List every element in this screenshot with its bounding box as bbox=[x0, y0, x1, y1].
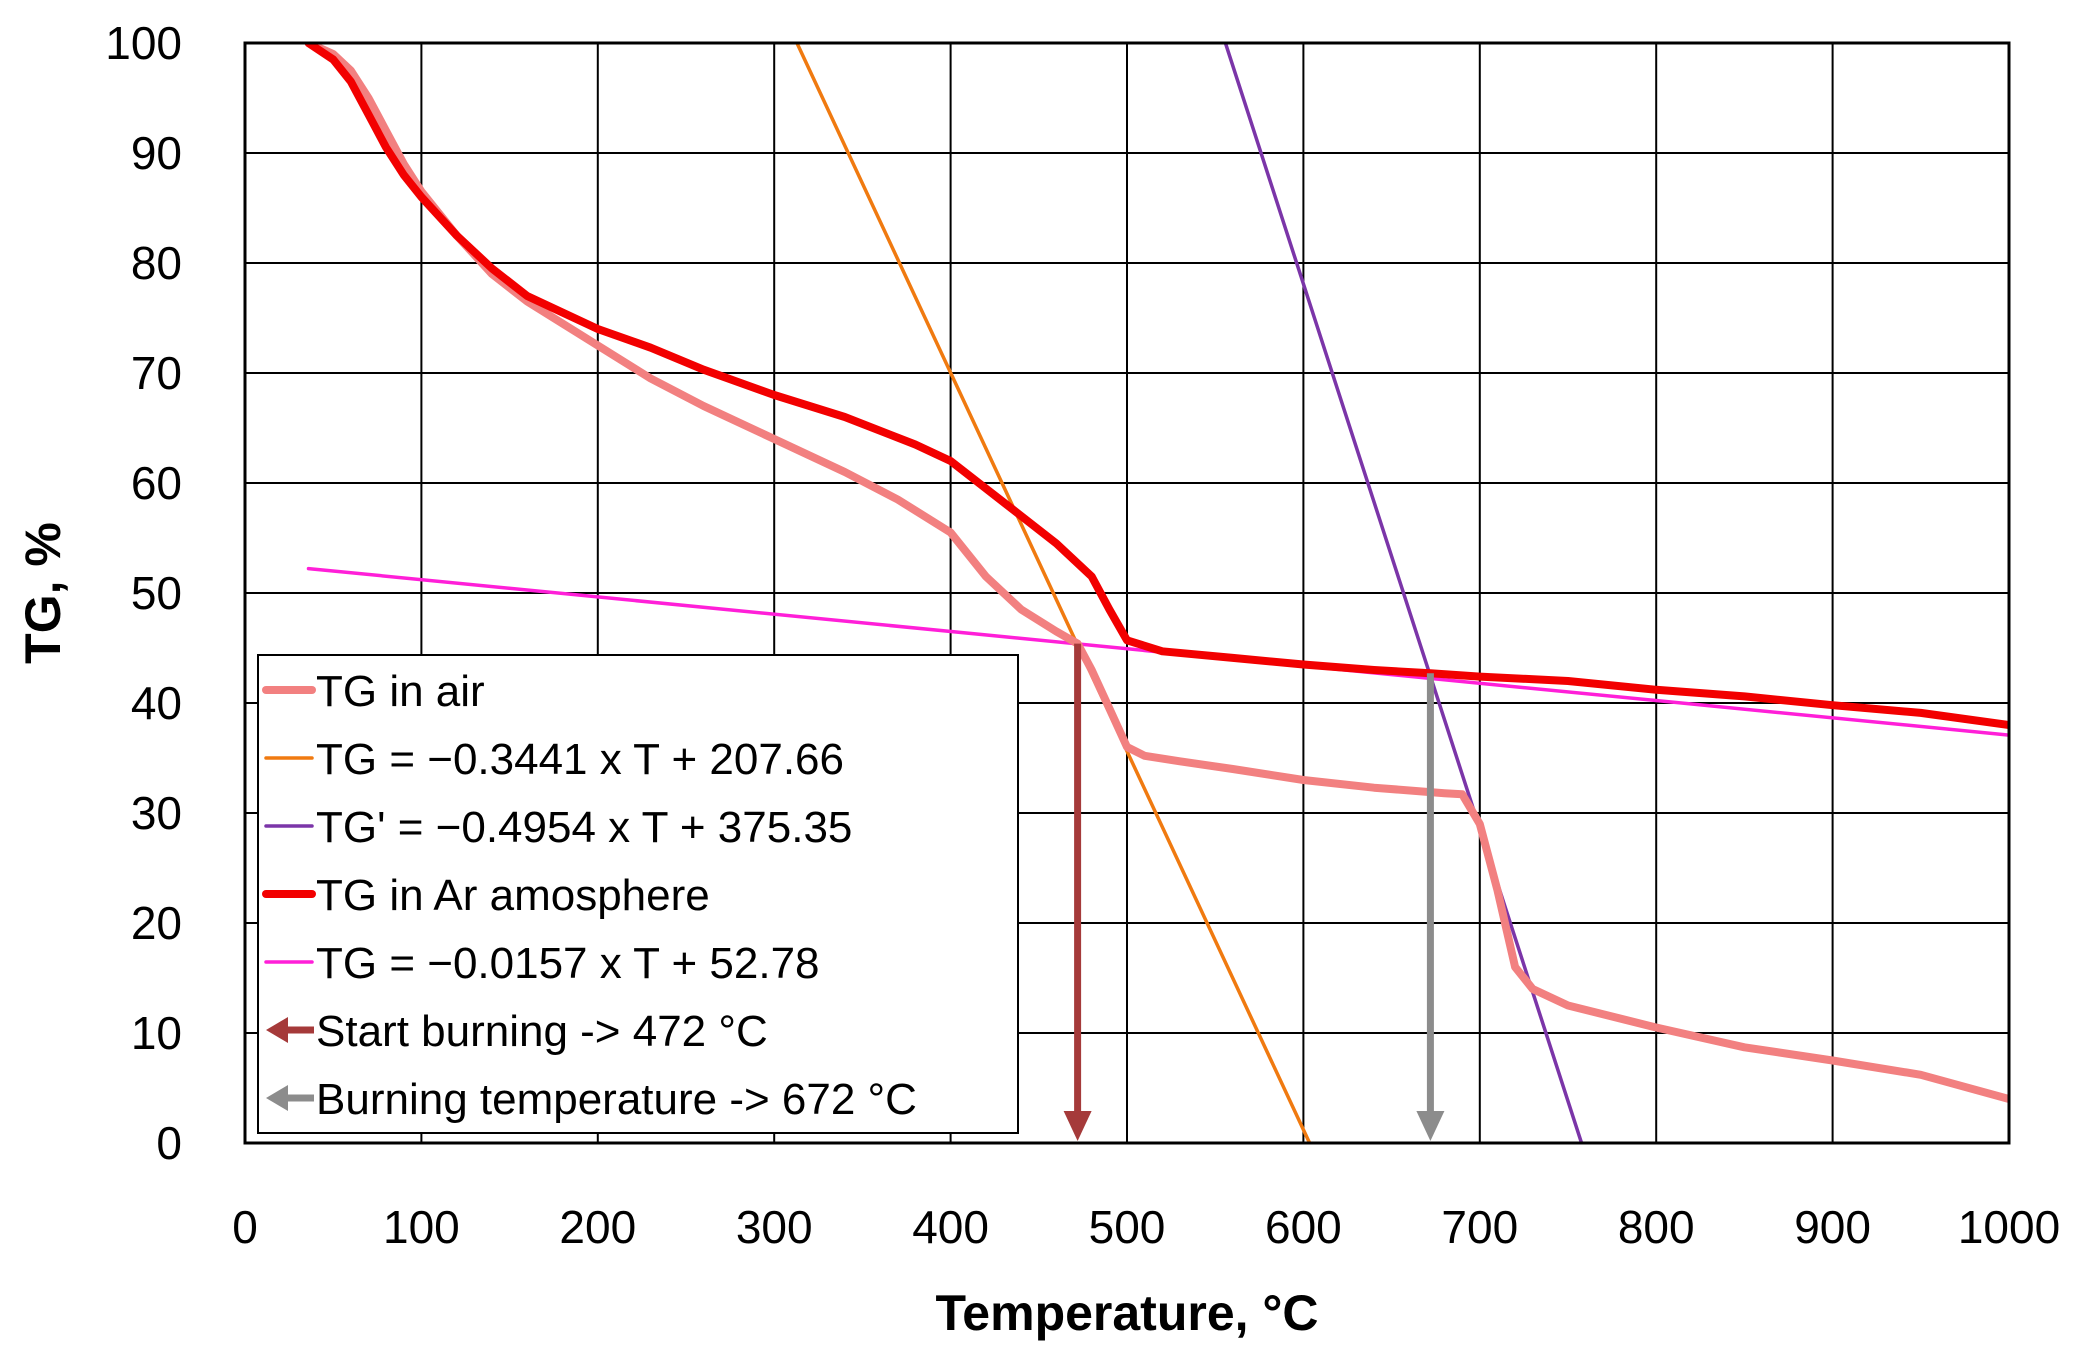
series-line-1 bbox=[795, 43, 1312, 1143]
x-tick-label: 0 bbox=[232, 1201, 258, 1253]
marker-arrow-head-0 bbox=[1063, 1111, 1092, 1141]
y-tick-labels: 0 10 20 30 40 50 60 70 80 90 100 bbox=[105, 17, 182, 1169]
legend-box bbox=[257, 654, 1019, 1134]
y-tick-label: 80 bbox=[131, 237, 182, 289]
legend-swatch-head-5 bbox=[266, 1017, 288, 1043]
series-line-2 bbox=[1223, 43, 1584, 1143]
legend-label-3: TG in Ar amosphere bbox=[316, 871, 710, 920]
x-tick-label: 600 bbox=[1265, 1201, 1342, 1253]
y-tick-label: 100 bbox=[105, 17, 182, 69]
y-tick-label: 40 bbox=[131, 677, 182, 729]
legend-label-4: TG = −0.0157 x T + 52.78 bbox=[316, 939, 820, 988]
legend-swatch-head-6 bbox=[266, 1085, 288, 1111]
marker-arrow-head-1 bbox=[1416, 1111, 1445, 1141]
legend-label-0: TG in air bbox=[316, 667, 485, 716]
y-tick-label: 10 bbox=[131, 1007, 182, 1059]
y-tick-label: 50 bbox=[131, 567, 182, 619]
x-tick-labels: 0 100 200 300 400 500 600 700 800 900 1000 bbox=[232, 1201, 2060, 1253]
legend-label-1: TG = −0.3441 x T + 207.66 bbox=[316, 735, 844, 784]
y-axis-title: TG, % bbox=[15, 522, 71, 664]
series-line-3 bbox=[304, 43, 2009, 729]
x-tick-label: 200 bbox=[559, 1201, 636, 1253]
x-tick-label: 900 bbox=[1794, 1201, 1871, 1253]
y-tick-label: 90 bbox=[131, 127, 182, 179]
legend: TG in air TG = −0.3441 x T + 207.66 TG' = … bbox=[257, 654, 1019, 1134]
y-tick-label: 20 bbox=[131, 897, 182, 949]
x-tick-label: 300 bbox=[736, 1201, 813, 1253]
x-tick-label: 700 bbox=[1441, 1201, 1518, 1253]
marker-layer bbox=[1063, 643, 1445, 1141]
x-axis-title: Temperature, °C bbox=[935, 1285, 1318, 1341]
legend-label-2: TG' = −0.4954 x T + 375.35 bbox=[316, 803, 852, 852]
y-tick-label: 70 bbox=[131, 347, 182, 399]
series-layer bbox=[304, 43, 2009, 1143]
legend-label-6: Burning temperature -> 672 °C bbox=[316, 1075, 917, 1124]
y-tick-label: 60 bbox=[131, 457, 182, 509]
x-tick-label: 400 bbox=[912, 1201, 989, 1253]
y-tick-label: 30 bbox=[131, 787, 182, 839]
x-tick-label: 1000 bbox=[1958, 1201, 2060, 1253]
x-tick-label: 800 bbox=[1618, 1201, 1695, 1253]
x-tick-label: 100 bbox=[383, 1201, 460, 1253]
x-tick-label: 500 bbox=[1089, 1201, 1166, 1253]
y-tick-label: 0 bbox=[156, 1117, 182, 1169]
legend-label-5: Start burning -> 472 °C bbox=[316, 1007, 768, 1056]
plot-frame bbox=[243, 41, 2011, 1145]
